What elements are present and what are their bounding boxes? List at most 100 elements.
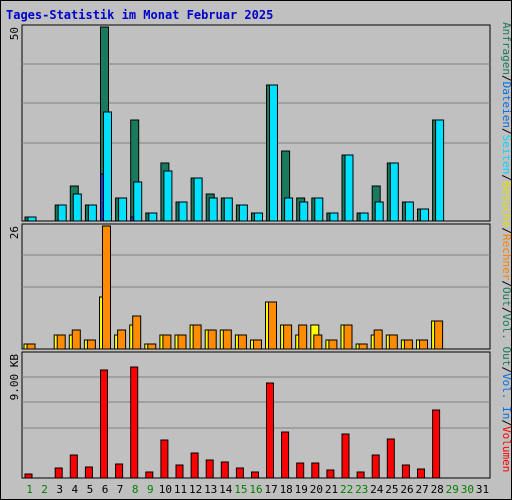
x-tick-label-11: 11 [174,483,187,496]
bar-dateien-day-20 [314,197,324,222]
bar-rechner-day-21 [328,339,338,350]
bar-dateien-day-12 [193,177,203,222]
bar-dateien-day-11 [178,201,188,222]
bar-rechner-day-19 [298,324,308,350]
x-tick-label-6: 6 [102,483,109,496]
legend-item: Besuche [500,181,512,227]
bar-rechner-day-22 [343,324,353,350]
bar-dateien-day-13 [208,197,218,222]
x-tick-label-27: 27 [415,483,428,496]
x-tick-label-30: 30 [461,483,474,496]
legend-item: Rechner [500,234,512,281]
x-tick-label-28: 28 [431,483,444,496]
x-tick-label-21: 21 [325,483,338,496]
bar-rechner-day-17 [268,301,277,350]
bar-rechner-day-25 [388,334,398,350]
bar-volumen-day-25 [386,438,395,479]
y-max-label: 26 [8,226,21,239]
bar-dateien-day-24 [374,201,384,222]
bar-dateien-day-19 [299,201,309,222]
bar-volumen-day-28 [432,409,441,479]
chart-title: Tages-Statistik im Monat Februar 2025 [6,8,274,22]
x-tick-label-7: 7 [117,483,124,496]
legend-item: / [500,75,512,82]
legend-item: Dateien [500,82,512,128]
bar-volumen-day-22 [341,433,350,479]
bar-volumen-day-12 [190,452,199,479]
bar-rechner-day-8 [132,315,142,350]
bar-rechner-day-28 [434,320,444,350]
x-tick-label-5: 5 [87,483,94,496]
legend-item: Anfragen [500,22,512,75]
x-tick-label-29: 29 [446,483,459,496]
x-tick-label-2: 2 [41,483,48,496]
bar-volumen-day-4 [69,454,78,479]
bar-dateien-day-21 [329,212,339,222]
x-tick-label-15: 15 [234,483,247,496]
bar-dateien-day-8 [133,181,143,222]
bar-dateien-day-14 [223,197,233,222]
legend-item: Volumen [500,426,512,472]
bar-dateien-day-3 [57,204,67,222]
bar-dateien-day-10 [163,170,173,222]
bar-volumen-day-17 [266,382,274,479]
x-tick-label-19: 19 [295,483,308,496]
panel-top [21,24,491,222]
bar-rechner-day-11 [177,334,187,350]
bar-dateien-day-7 [118,197,128,222]
bar-volumen-day-13 [205,459,214,479]
legend-item: / [500,227,512,234]
x-tick-label-20: 20 [310,483,323,496]
bar-volumen-day-11 [175,464,184,479]
legend-item: Out [500,287,512,307]
bar-dateien-day-6 [103,111,112,222]
bar-volumen-day-10 [160,439,169,479]
bar-rechner-day-7 [117,329,127,350]
bar-seiten-day-6 [100,173,104,222]
legend-item: / [500,174,512,181]
bar-volumen-day-21 [326,469,335,479]
legend-item: / [500,128,512,135]
x-tick-label-23: 23 [355,483,368,496]
x-tick-label-8: 8 [132,483,139,496]
bar-rechner-day-26 [403,339,413,350]
bar-volumen-day-1 [24,473,33,479]
x-tick-label-4: 4 [71,483,78,496]
bar-dateien-day-18 [284,197,294,222]
legend-item: / [500,280,512,287]
legend-item: / [500,366,512,373]
y-max-label: 50 [8,27,21,40]
bar-volumen-day-8 [130,366,139,479]
bar-rechner-day-24 [373,329,383,350]
bar-volumen-day-16 [251,471,259,479]
bar-rechner-day-1 [26,343,36,350]
bar-rechner-day-14 [222,329,232,350]
x-tick-label-26: 26 [400,483,413,496]
bar-dateien-day-4 [72,193,82,222]
bar-volumen-day-23 [356,471,365,479]
bar-rechner-day-18 [283,324,293,350]
bar-rechner-day-23 [358,343,368,350]
bar-rechner-day-3 [56,334,66,350]
bar-volumen-day-6 [100,369,108,479]
bar-volumen-day-24 [371,454,380,479]
bar-volumen-day-27 [417,468,425,479]
bar-dateien-day-22 [344,154,354,222]
bar-dateien-day-26 [404,201,414,222]
bar-rechner-day-15 [237,334,247,350]
bar-dateien-day-23 [359,212,369,222]
bar-rechner-day-5 [86,339,96,350]
bar-rechner-day-6 [102,225,111,350]
legend-item: Vol. [500,373,512,400]
bar-volumen-day-3 [54,467,63,479]
legend-right: Anfragen/Dateien/Seiten/Besuche/Rechner/… [500,22,512,472]
x-tick-label-10: 10 [159,483,172,496]
bar-volumen-day-5 [84,466,93,479]
bar-dateien-day-1 [27,216,37,222]
legend-item: / [500,307,512,314]
x-tick-label-1: 1 [26,483,33,496]
x-tick-label-22: 22 [340,483,353,496]
bar-rechner-day-13 [207,329,217,350]
bar-dateien-day-9 [148,212,158,222]
